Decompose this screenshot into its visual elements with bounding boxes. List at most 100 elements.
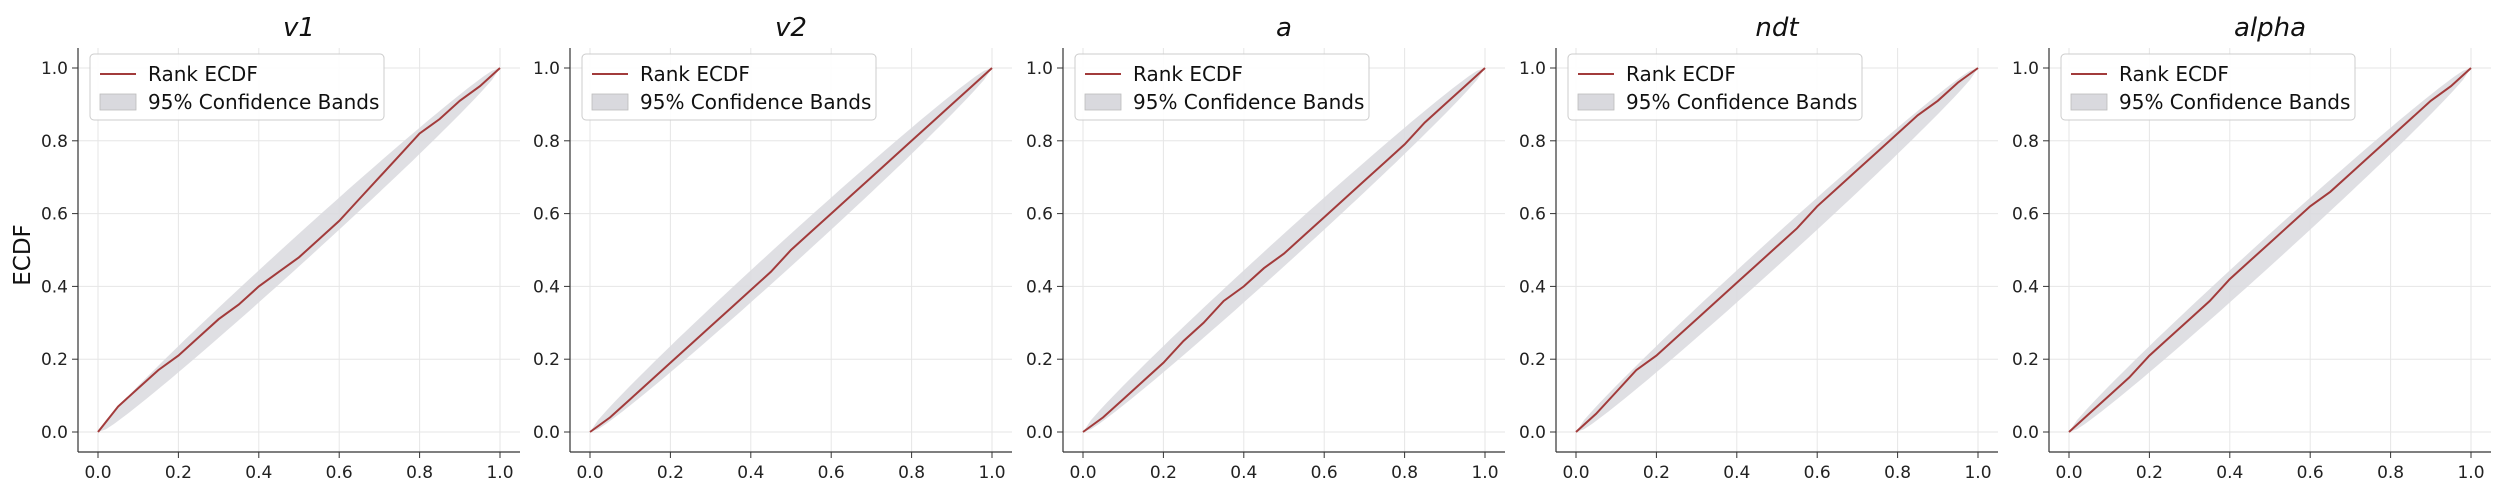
y-tick-label: 0.2 [1026, 350, 1053, 370]
x-tick-label: 0.8 [2377, 463, 2404, 483]
x-tick-label: 0.2 [657, 463, 684, 483]
ecdf-line [2068, 67, 2472, 433]
y-axis-label: ECDF [10, 224, 36, 286]
x-tick-label: 0.6 [818, 463, 845, 483]
x-tick-label: 0.6 [2297, 463, 2324, 483]
x-tick-label: 0.2 [165, 463, 192, 483]
y-tick-label: 0.8 [41, 132, 68, 152]
y-tick-label: 1.0 [533, 59, 560, 79]
y-tick-label: 0.2 [2012, 350, 2039, 370]
y-tick-label: 1.0 [1519, 59, 1546, 79]
x-tick-label: 1.0 [978, 463, 1005, 483]
y-tick-label: 0.2 [1519, 350, 1546, 370]
confidence-band [2069, 68, 2471, 432]
x-tick-label: 0.8 [1884, 463, 1911, 483]
y-tick-label: 0.8 [1519, 132, 1546, 152]
x-tick-label: 1.0 [486, 463, 513, 483]
chart-panel-v2: 0.0 0.2 0.4 0.6 0.8 1.0 0.0 0.2 0.4 0.6 0.8 1.0 v2 Ra… [533, 13, 1012, 483]
legend-label-ecdf: Rank ECDF [640, 62, 750, 86]
x-tick-label: 0.4 [245, 463, 272, 483]
legend-band-swatch [2070, 93, 2108, 111]
y-tick-label: 1.0 [1026, 59, 1053, 79]
x-tick-label: 0.4 [737, 463, 764, 483]
x-tick-label: 1.0 [1964, 463, 1991, 483]
legend-box [89, 53, 385, 121]
x-tick-label: 0.0 [1562, 463, 1589, 483]
legend-label-ecdf: Rank ECDF [2119, 62, 2229, 86]
x-tick-label: 0.2 [1643, 463, 1670, 483]
y-tick-label: 0.6 [2012, 205, 2039, 225]
y-tick-label: 0.0 [41, 423, 68, 443]
legend-band-swatch [99, 93, 137, 111]
y-tick-label: 0.8 [1026, 132, 1053, 152]
confidence-band [98, 68, 500, 432]
ecdf-line [1082, 67, 1486, 433]
x-tick-label: 0.8 [898, 463, 925, 483]
panel-title: ndt [1755, 13, 1799, 43]
panel-title: v1 [283, 13, 315, 43]
legend-box [1074, 53, 1370, 121]
y-tick-label: 0.6 [533, 205, 560, 225]
chart-panel-a: 0.0 0.2 0.4 0.6 0.8 1.0 0.0 0.2 0.4 0.6 0.8 1.0 a Ran… [1026, 13, 1505, 483]
y-tick-label: 1.0 [2012, 59, 2039, 79]
x-tick-label: 0.2 [2136, 463, 2163, 483]
chart-panel-ndt: 0.0 0.2 0.4 0.6 0.8 1.0 0.0 0.2 0.4 0.6 0.8 1.0 ndt R… [1519, 13, 1998, 483]
x-tick-label: 0.2 [1150, 463, 1177, 483]
y-tick-label: 0.0 [1026, 423, 1053, 443]
y-tick-label: 0.0 [1519, 423, 1546, 443]
y-tick-label: 0.6 [1519, 205, 1546, 225]
panel-title: alpha [2234, 13, 2306, 43]
confidence-band [1576, 68, 1978, 432]
legend-label-ecdf: Rank ECDF [1626, 62, 1736, 86]
y-tick-label: 0.8 [533, 132, 560, 152]
legend-label-ecdf: Rank ECDF [1133, 62, 1243, 86]
y-tick-label: 0.2 [41, 350, 68, 370]
y-tick-label: 1.0 [41, 59, 68, 79]
x-tick-label: 1.0 [2457, 463, 2484, 483]
legend-label-band: 95% Confidence Bands [2119, 90, 2350, 114]
x-tick-label: 0.6 [1804, 463, 1831, 483]
x-tick-label: 0.8 [1391, 463, 1418, 483]
chart-panel-v1: 0.0 0.2 0.4 0.6 0.8 1.0 0.0 0.2 0.4 0.6 0.8 1.0 v1 Ra… [41, 13, 520, 483]
y-tick-label: 0.0 [533, 423, 560, 443]
legend-box [1567, 53, 1863, 121]
y-tick-label: 0.4 [1519, 277, 1546, 297]
legend-box [581, 53, 877, 121]
legend-box [2060, 53, 2356, 121]
legend-label-band: 95% Confidence Bands [1626, 90, 1857, 114]
legend-label-band: 95% Confidence Bands [148, 90, 379, 114]
x-tick-label: 0.6 [1311, 463, 1338, 483]
x-tick-label: 0.4 [2216, 463, 2243, 483]
panel-title: v2 [775, 13, 807, 43]
x-tick-label: 0.4 [1230, 463, 1257, 483]
x-tick-label: 0.0 [1069, 463, 1096, 483]
legend-label-band: 95% Confidence Bands [1133, 90, 1364, 114]
y-tick-label: 0.8 [2012, 132, 2039, 152]
x-tick-label: 0.0 [576, 463, 603, 483]
chart-panel-alpha: 0.0 0.2 0.4 0.6 0.8 1.0 0.0 0.2 0.4 0.6 0.8 1.0 alph… [2012, 13, 2491, 483]
x-tick-label: 0.6 [326, 463, 353, 483]
x-tick-label: 0.4 [1723, 463, 1750, 483]
y-tick-label: 0.2 [533, 350, 560, 370]
x-tick-label: 1.0 [1471, 463, 1498, 483]
y-tick-label: 0.4 [2012, 277, 2039, 297]
ecdf-line [97, 67, 501, 433]
y-tick-label: 0.0 [2012, 423, 2039, 443]
y-tick-label: 0.6 [1026, 205, 1053, 225]
ecdf-line [589, 67, 993, 433]
x-tick-label: 0.0 [2055, 463, 2082, 483]
legend-label-band: 95% Confidence Bands [640, 90, 871, 114]
x-tick-label: 0.0 [84, 463, 111, 483]
legend-label-ecdf: Rank ECDF [148, 62, 258, 86]
legend-band-swatch [1084, 93, 1122, 111]
y-tick-label: 0.4 [1026, 277, 1053, 297]
y-tick-label: 0.6 [41, 205, 68, 225]
x-tick-label: 0.8 [406, 463, 433, 483]
legend-band-swatch [1577, 93, 1615, 111]
y-tick-label: 0.4 [533, 277, 560, 297]
legend-band-swatch [591, 93, 629, 111]
y-tick-label: 0.4 [41, 277, 68, 297]
ecdf-line [1575, 67, 1979, 433]
panel-title: a [1276, 13, 1292, 43]
